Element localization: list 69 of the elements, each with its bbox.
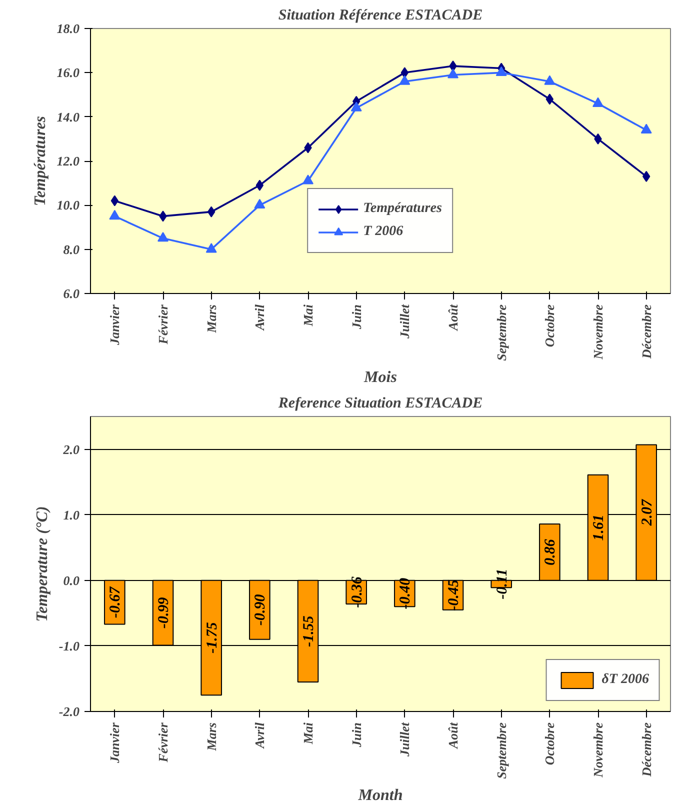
x-tick-label: Octobre xyxy=(542,722,558,766)
point xyxy=(206,243,217,253)
x-tick-label: Août xyxy=(446,304,460,332)
legend-label: δT 2006 xyxy=(602,672,649,688)
text: -1.75 xyxy=(204,622,220,654)
text: -0.90 xyxy=(252,594,269,626)
point xyxy=(254,198,266,209)
text: -0.45 xyxy=(446,580,462,611)
legend-label: Températures xyxy=(363,201,442,217)
y-tick-label: -1.0 xyxy=(58,638,80,654)
x-tick-label: Juillet xyxy=(397,722,412,758)
text: 0.86 xyxy=(542,539,559,566)
x-tick-label: Mai xyxy=(300,304,316,328)
x-tick-label: Avril xyxy=(252,304,268,332)
y-axis-title: Températures xyxy=(32,116,49,206)
chart-title: Reference Situation ESTACADE xyxy=(277,396,483,412)
x-tick-label: Novembre xyxy=(590,304,606,360)
x-axis-title: Mois xyxy=(363,368,397,386)
point xyxy=(350,102,362,112)
text: 2.07 xyxy=(639,499,656,526)
y-axis-title: Temperature (°C) xyxy=(34,506,51,622)
y-tick-label: 10.0 xyxy=(56,198,80,213)
text: -1.55 xyxy=(301,616,317,647)
x-tick-label: Août xyxy=(446,722,460,750)
point xyxy=(302,174,314,184)
x-tick-label: Juin xyxy=(348,722,364,748)
legend-label: T 2006 xyxy=(363,224,404,240)
chart-title: Situation Référence ESTACADE xyxy=(278,8,483,24)
point xyxy=(448,68,458,78)
x-tick-label: Septembre xyxy=(494,304,509,361)
text: -0.99 xyxy=(156,597,172,628)
y-tick-label: 16.0 xyxy=(56,65,80,80)
x-axis-title: Month xyxy=(357,786,403,804)
x-tick-label: Février xyxy=(156,304,170,346)
text: -0.36 xyxy=(349,576,366,608)
text: -0.67 xyxy=(108,586,124,618)
point xyxy=(544,75,556,85)
y-tick-label: 12.0 xyxy=(56,154,80,168)
x-tick-label: Octobre xyxy=(542,304,558,348)
x-tick-label: Juillet xyxy=(397,304,412,340)
y-tick-label: 1.0 xyxy=(63,507,80,522)
x-tick-label: Juin xyxy=(348,304,364,330)
y-tick-label: -2.0 xyxy=(58,704,80,719)
point xyxy=(158,232,168,242)
x-tick-label: Mai xyxy=(300,722,316,746)
text: 1.61 xyxy=(591,514,607,541)
x-tick-label: Décembre xyxy=(638,304,654,360)
x-tick-label: Janvier xyxy=(107,722,122,764)
y-tick-label: 6.0 xyxy=(63,286,80,301)
x-tick-label: Février xyxy=(156,722,170,764)
point xyxy=(592,97,604,107)
y-tick-label: 0.0 xyxy=(63,572,80,588)
x-tick-label: Novembre xyxy=(590,722,606,778)
x-tick-label: Mars xyxy=(204,304,219,334)
y-tick-label: 14.0 xyxy=(56,109,80,124)
x-tick-label: Décembre xyxy=(638,722,654,778)
point xyxy=(399,75,410,85)
bar xyxy=(587,474,609,581)
y-tick-label: 2.0 xyxy=(62,442,80,457)
y-tick-label: 8.0 xyxy=(63,242,80,257)
x-tick-label: Avril xyxy=(252,722,268,750)
x-tick-label: Mars xyxy=(204,722,219,752)
point xyxy=(109,210,120,220)
point xyxy=(640,124,652,134)
x-tick-label: Septembre xyxy=(494,722,509,779)
point xyxy=(496,66,507,76)
x-tick-label: Janvier xyxy=(107,304,122,346)
text: -0.40 xyxy=(398,578,414,610)
y-tick-label: 18.0 xyxy=(56,21,80,36)
